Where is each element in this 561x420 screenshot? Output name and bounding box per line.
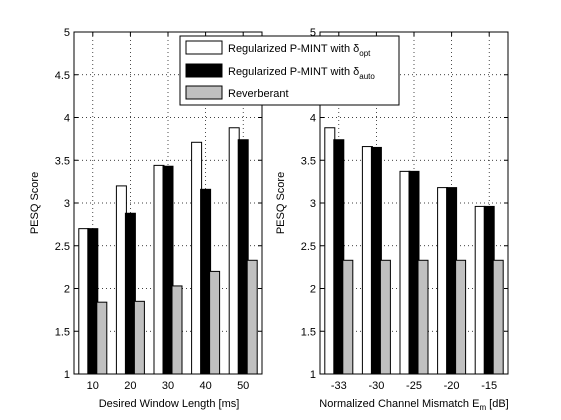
- left-y-tick-label: 4.5: [55, 70, 70, 82]
- right-x-tick-label: -20: [444, 380, 460, 392]
- right-y-tick-label: 2.5: [301, 241, 316, 253]
- left-y-tick-label: 3.5: [55, 155, 70, 167]
- right-x-tick-label: -25: [406, 380, 422, 392]
- right-y-tick-label: 4: [310, 113, 316, 125]
- right-bar--15-series-2: [492, 259, 504, 375]
- right-x-axis-label-main: Normalized Channel Mismatch E: [319, 398, 479, 410]
- legend-entry-delta-auto-text: Regularized P-MINT with δ: [228, 66, 359, 78]
- legend-entry-delta-auto-subscript: auto: [359, 72, 375, 81]
- left-x-tick-label: 50: [237, 380, 249, 392]
- left-x-tick-label: 20: [124, 380, 136, 392]
- legend-entry-delta-opt-text: Regularized P-MINT with δ: [228, 43, 359, 55]
- legend-entry-reverberant: Reverberant: [228, 88, 289, 100]
- legend-swatch-delta-auto: [185, 63, 223, 78]
- left-y-tick-label: 4: [64, 113, 70, 125]
- legend: Regularized P-MINT with δopt Regularized…: [179, 35, 400, 106]
- left-y-tick-label: 2: [64, 284, 70, 296]
- left-bar-50-series-2: [246, 259, 258, 375]
- right-x-axis-label-subscript: m: [479, 403, 486, 412]
- left-y-tick-label: 3: [64, 198, 70, 210]
- left-y-tick-label: 1.5: [55, 326, 70, 338]
- left-x-axis-label: Desired Window Length [ms]: [99, 398, 240, 410]
- legend-entry-delta-opt: Regularized P-MINT with δopt: [228, 43, 371, 58]
- legend-swatch-reverberant: [185, 85, 223, 100]
- left-x-tick-label: 10: [87, 380, 99, 392]
- right-x-tick-label: -30: [368, 380, 384, 392]
- right-x-tick-label: -15: [481, 380, 497, 392]
- left-bar-30-series-2: [171, 285, 183, 375]
- right-x-axis-label: Normalized Channel Mismatch Em [dB]: [319, 398, 508, 412]
- right-y-tick-label: 3.5: [301, 155, 316, 167]
- right-x-axis-label-unit: [dB]: [486, 398, 509, 410]
- legend-swatch-delta-opt: [185, 40, 223, 55]
- left-bar-20-series-2: [133, 300, 145, 375]
- legend-entry-delta-opt-subscript: opt: [359, 49, 371, 58]
- left-y-tick-label: 2.5: [55, 241, 70, 253]
- left-bar-40-series-2: [209, 270, 221, 375]
- right-y-tick-label: 5: [310, 27, 316, 39]
- right-y-axis-label: PESQ Score: [275, 172, 287, 234]
- right-bar--33-series-2: [342, 259, 354, 375]
- left-y-tick-label: 1: [64, 369, 70, 381]
- right-bar--25-series-2: [417, 259, 429, 375]
- right-plot-area: 11.522.533.544.55-33-30-25-20-15: [301, 27, 509, 392]
- right-bar-chart: 11.522.533.544.55-33-30-25-20-15 PESQ Sc…: [275, 27, 509, 412]
- legend-entry-delta-auto: Regularized P-MINT with δauto: [228, 66, 375, 81]
- right-y-tick-label: 2: [310, 284, 316, 296]
- right-y-tick-label: 3: [310, 198, 316, 210]
- left-x-tick-label: 40: [199, 380, 211, 392]
- right-bar--30-series-2: [379, 259, 391, 375]
- left-y-tick-label: 5: [64, 27, 70, 39]
- right-y-tick-label: 1: [310, 369, 316, 381]
- left-y-axis-label: PESQ Score: [29, 172, 41, 234]
- right-bar--20-series-2: [455, 259, 467, 375]
- left-x-tick-label: 30: [162, 380, 174, 392]
- right-y-tick-label: 1.5: [301, 326, 316, 338]
- right-x-tick-label: -33: [331, 380, 347, 392]
- left-bar-10-series-2: [96, 301, 108, 375]
